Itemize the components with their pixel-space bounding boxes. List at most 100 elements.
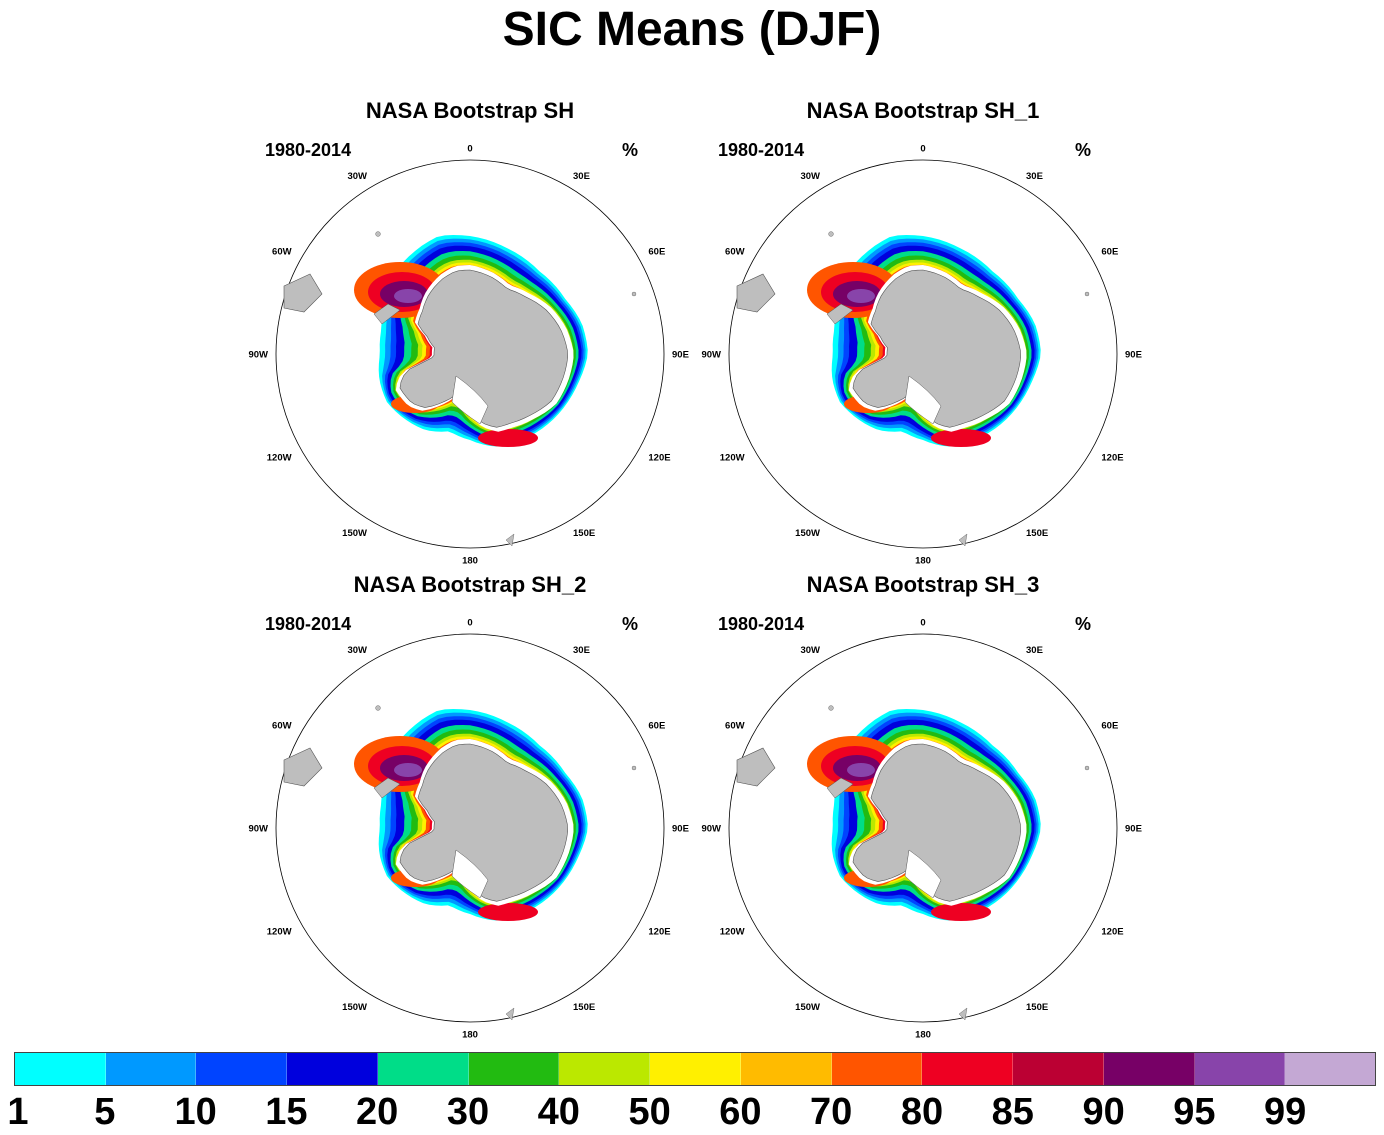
map-panel-2: 0 30E 60E 90E 120E 150E 180 150W 120W 90W 60W 30W N… [701, 98, 1143, 574]
longitude-label: 60W [272, 721, 292, 732]
polar-map: 0 30E 60E 90E 120E 150E 180 150W 120W 90W 60W 30W [248, 618, 689, 1041]
antarctic-peninsula [373, 303, 401, 325]
south-america-tip [283, 273, 323, 313]
unit-label: % [1075, 140, 1092, 160]
longitude-label: 30W [347, 645, 367, 656]
longitude-label: 90E [672, 824, 689, 835]
longitude-label: 0 [920, 144, 925, 155]
longitude-label: 0 [467, 144, 472, 155]
colorbar-tick-label: 15 [265, 1091, 308, 1133]
colorbar-tick-label: 1 [7, 1091, 29, 1133]
south-georgia-island [375, 705, 381, 711]
new-zealand-tip [958, 533, 968, 547]
colorbar-tick-label: 30 [446, 1091, 490, 1133]
map-panel-4: 0 30E 60E 90E 120E 150E 180 150W 120W 90W 60W 30W N… [701, 572, 1143, 1048]
longitude-label: 150E [573, 528, 595, 539]
longitude-label: 120E [648, 453, 670, 464]
south-america-tip [283, 747, 323, 787]
ross-ice-shelf [904, 375, 942, 425]
colorbar-box [1103, 1053, 1195, 1085]
longitude-label: 120E [648, 927, 670, 938]
colorbar-tick-label: 20 [356, 1091, 399, 1133]
colorbar-box [1285, 1053, 1376, 1085]
panel-title: NASA Bootstrap SH [365, 98, 575, 123]
colorbar-box [559, 1053, 651, 1085]
south-georgia-island [828, 231, 834, 237]
colorbar-tick-label: 40 [537, 1091, 580, 1133]
south-georgia-island [828, 705, 834, 711]
colorbar-tick-label: 10 [174, 1091, 217, 1133]
colorbar-box [922, 1053, 1014, 1085]
longitude-label: 30E [573, 645, 590, 656]
longitude-label: 0 [920, 618, 925, 629]
colorbar-tick-label: 5 [94, 1091, 116, 1133]
antarctic-peninsula [826, 303, 854, 325]
unit-label: % [622, 614, 639, 634]
longitude-label: 150E [573, 1002, 595, 1013]
weddell-high-ice [807, 736, 899, 792]
period-label: 1980-2014 [718, 614, 805, 634]
colorbar-box [1194, 1053, 1286, 1085]
period-label: 1980-2014 [718, 140, 805, 160]
map-panel-3: 0 30E 60E 90E 120E 150E 180 150W 120W 90W 60W 30W N… [248, 572, 690, 1048]
longitude-label: 90E [672, 350, 689, 361]
ross-ice-shelf [904, 849, 942, 899]
longitude-label: 120W [267, 927, 292, 938]
longitude-label: 30W [800, 645, 820, 656]
map-panel-1: 0 30E 60E 90E 120E 150E 180 150W 120W 90W 60W 30W N… [248, 98, 690, 574]
south-america-tip [736, 747, 776, 787]
colorbar-box [377, 1053, 469, 1085]
colorbar-box [15, 1053, 106, 1085]
longitude-label: 180 [915, 556, 931, 567]
longitude-label: 60E [1101, 721, 1118, 732]
longitude-label: 30W [800, 171, 820, 182]
kerguelen-island [1084, 291, 1090, 297]
longitude-label: 30E [573, 171, 590, 182]
colorbar-tick-label: 60 [719, 1091, 762, 1133]
colorbar-tick-label: 90 [1082, 1091, 1125, 1133]
colorbar-labels: 1 5 10 15 20 30 40 50 60 70 80 85 90 95 99 [0, 1090, 1384, 1134]
colorbar-box [831, 1053, 923, 1085]
colorbar-box [105, 1053, 197, 1085]
period-label: 1980-2014 [265, 614, 352, 634]
ross-ice-shelf [451, 849, 489, 899]
unit-label: % [622, 140, 639, 160]
longitude-label: 180 [915, 1030, 931, 1041]
longitude-label: 120W [720, 453, 745, 464]
panel-title: NASA Bootstrap SH_1 [806, 98, 1040, 123]
longitude-label: 60W [272, 247, 292, 258]
ross-ice-shelf [451, 375, 489, 425]
panel-title: NASA Bootstrap SH_3 [806, 572, 1040, 597]
longitude-label: 60W [725, 721, 745, 732]
kerguelen-island [631, 291, 637, 297]
longitude-label: 90E [1125, 350, 1142, 361]
colorbar-box [740, 1053, 832, 1085]
period-label: 1980-2014 [265, 140, 352, 160]
longitude-label: 90W [701, 350, 721, 361]
colorbar-tick-label: 95 [1173, 1091, 1216, 1133]
colorbar-box [1013, 1053, 1104, 1085]
longitude-label: 150E [1026, 528, 1048, 539]
colorbar-box [196, 1053, 288, 1085]
new-zealand-tip [505, 533, 515, 547]
longitude-label: 60E [648, 247, 665, 258]
longitude-label: 120W [267, 453, 292, 464]
longitude-label: 90E [1125, 824, 1142, 835]
polar-map: 0 30E 60E 90E 120E 150E 180 150W 120W 90W 60W 30W [248, 144, 689, 567]
longitude-label: 150W [795, 1002, 820, 1013]
longitude-label: 90W [701, 824, 721, 835]
longitude-label: 150W [342, 1002, 367, 1013]
antarctic-peninsula [373, 777, 401, 799]
colorbar-box [468, 1053, 560, 1085]
kerguelen-island [1084, 765, 1090, 771]
colorbar-tick-label: 99 [1264, 1091, 1307, 1133]
colorbar-tick-label: 50 [628, 1091, 671, 1133]
longitude-label: 120W [720, 927, 745, 938]
longitude-label: 60E [1101, 247, 1118, 258]
longitude-label: 150E [1026, 1002, 1048, 1013]
longitude-label: 30W [347, 171, 367, 182]
colorbar [14, 1052, 1376, 1086]
kerguelen-island [631, 765, 637, 771]
longitude-label: 30E [1026, 171, 1043, 182]
longitude-label: 90W [248, 350, 268, 361]
